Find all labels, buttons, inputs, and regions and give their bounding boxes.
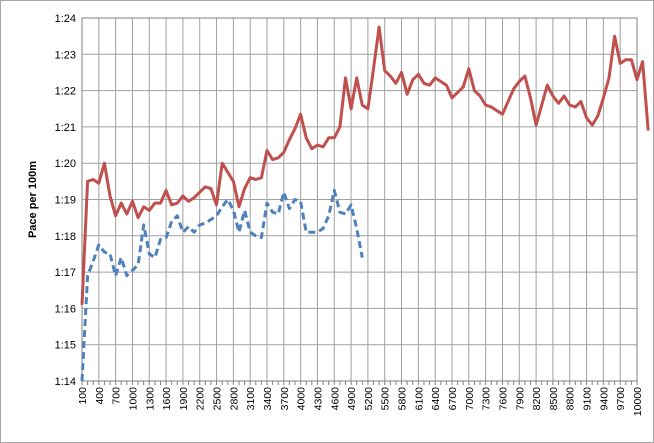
x-tick-label: 2500 <box>212 387 224 411</box>
x-tick-label: 9700 <box>615 387 627 411</box>
axes <box>81 17 638 385</box>
x-tick-label: 6700 <box>447 387 459 411</box>
y-axis-title: Pace per 100m <box>27 161 39 238</box>
x-tick-label: 9100 <box>582 387 594 411</box>
plot-area-border <box>81 17 638 382</box>
x-tick-label: 6100 <box>413 387 425 411</box>
x-tick-label: 5500 <box>380 387 392 411</box>
y-tick-label: 1:20 <box>55 158 76 170</box>
x-tick-label: 4300 <box>312 387 324 411</box>
x-tick-label: 3400 <box>262 387 274 411</box>
y-tick-label: 1:17 <box>55 267 76 279</box>
x-tick-labels: 100 400 700 1000 1300 1600 1900 2200 2500 2800 310… <box>77 387 644 416</box>
x-tick-label: 1900 <box>178 387 190 411</box>
x-tick-label: 8800 <box>565 387 577 411</box>
y-tick-label: 1:23 <box>55 49 76 61</box>
x-tick-label: 400 <box>94 387 106 405</box>
x-tick-label: 4000 <box>296 387 308 411</box>
y-tick-label: 1:21 <box>55 122 76 134</box>
x-tick-label: 6400 <box>430 387 442 411</box>
x-tick-label: 8200 <box>531 387 543 411</box>
x-tick-label: 100 <box>77 387 89 405</box>
y-tick-label: 1:15 <box>55 340 76 352</box>
x-tick-label: 4900 <box>346 387 358 411</box>
x-tick-label: 8500 <box>548 387 560 411</box>
y-tick-labels: 1:14 1:15 1:16 1:17 1:18 1:19 1:20 1:21 1:22 1:23… <box>55 13 76 388</box>
x-tick-label: 2800 <box>228 387 240 411</box>
x-tick-label: 4600 <box>329 387 341 411</box>
y-tick-label: 1:19 <box>55 195 76 207</box>
x-tick-label: 1300 <box>144 387 156 411</box>
y-tick-label: 1:24 <box>55 13 76 25</box>
x-tick-label: 7300 <box>481 387 493 411</box>
grid <box>81 17 638 382</box>
x-tick-label: 1000 <box>127 387 139 411</box>
x-tick-label: 5200 <box>363 387 375 411</box>
y-tick-label: 1:14 <box>55 376 76 388</box>
series-lines <box>80 25 650 382</box>
y-tick-label: 1:16 <box>55 303 76 315</box>
y-tick-label: 1:18 <box>55 231 76 243</box>
x-tick-label: 700 <box>111 387 123 405</box>
x-tick-label: 7900 <box>514 387 526 411</box>
x-tick-label: 3100 <box>245 387 257 411</box>
x-tick-label: 10000 <box>632 387 644 416</box>
x-tick-label: 3700 <box>279 387 291 411</box>
x-tick-label: 7000 <box>464 387 476 411</box>
x-tick-label: 7600 <box>497 387 509 411</box>
y-tick-label: 1:22 <box>55 86 76 98</box>
x-tick-label: 5800 <box>397 387 409 411</box>
series-line-blue-dashed <box>80 188 364 382</box>
x-tick-label: 9400 <box>598 387 610 411</box>
series-line-red <box>80 25 650 305</box>
x-tick-label: 1600 <box>161 387 173 411</box>
x-tick-label: 2200 <box>195 387 207 411</box>
